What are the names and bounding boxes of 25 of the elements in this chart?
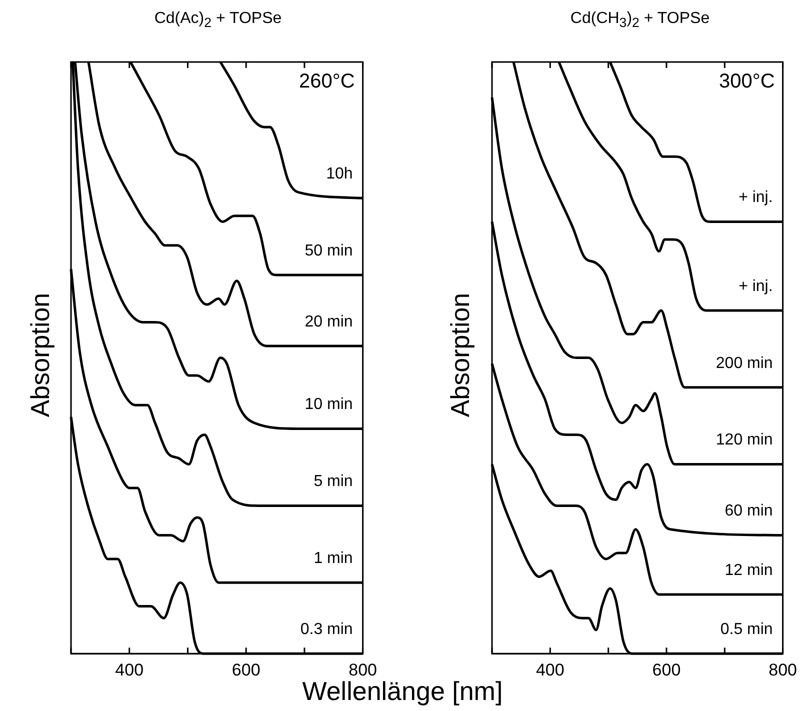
y-axis-title: Absorption: [25, 292, 55, 420]
series-label: 20 min: [304, 313, 353, 330]
series-label: 0.3 min: [300, 621, 353, 638]
series-label: 10 min: [304, 396, 353, 414]
series-label: 10h: [326, 165, 353, 182]
series-label: 12 min: [724, 562, 773, 579]
y-axis-title: Absorption: [445, 292, 475, 420]
x-tick-label: 600: [232, 660, 260, 680]
chart-title: Cd(Ac)$_{2}$ + TOPSe: [153, 10, 283, 30]
series-label: + inj.: [738, 278, 773, 295]
series-label: 60 min: [724, 502, 773, 520]
x-tick-label: 600: [652, 660, 681, 680]
series-label: 120 min: [716, 432, 773, 449]
chart-title: Cd(CH$_{3}$)$_{2}$ + TOPSe: [569, 10, 711, 30]
x-tick-label: 400: [115, 660, 144, 680]
series-label: 50 min: [304, 242, 353, 260]
annotation: 260°C: [299, 70, 355, 93]
series-label: 0.5 min: [720, 621, 773, 638]
series-label: 200 min: [716, 354, 773, 372]
annotation: 300°C: [719, 70, 775, 93]
series-label: 1 min: [314, 550, 353, 568]
series-label: + inj.: [738, 189, 773, 206]
x-tick-label: 400: [536, 660, 564, 680]
x-tick-label: 800: [768, 660, 798, 680]
series-label: 5 min: [314, 473, 353, 490]
